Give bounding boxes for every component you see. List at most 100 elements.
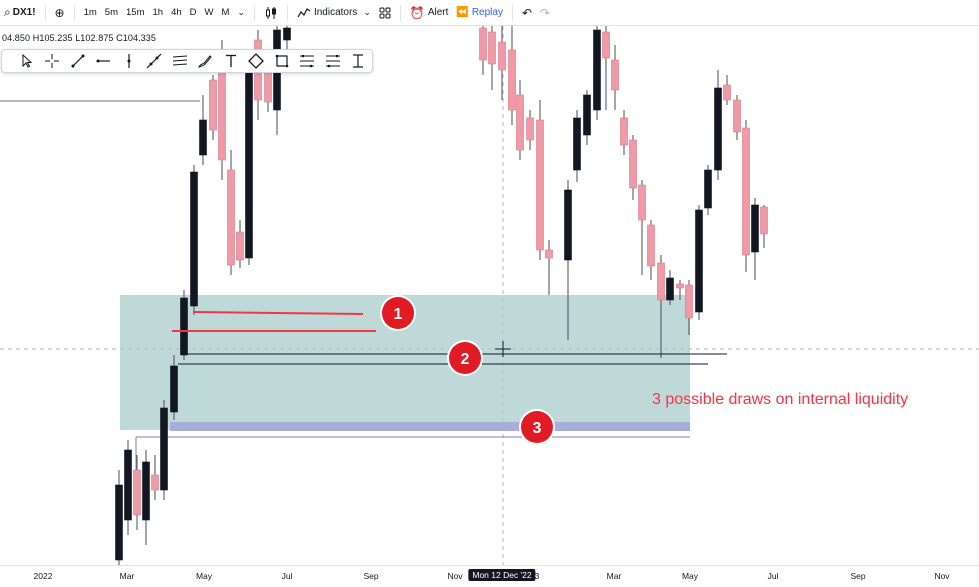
timeframe-w[interactable]: W — [204, 7, 214, 18]
anchor-tool[interactable] — [244, 51, 270, 71]
undo-icon[interactable]: ↶ — [521, 5, 533, 20]
marker-1[interactable]: 1 — [380, 295, 416, 331]
candle — [498, 26, 506, 100]
candle — [704, 165, 712, 215]
fib-extension-tool[interactable] — [320, 51, 346, 71]
brush-icon — [198, 55, 212, 68]
brush-tool[interactable] — [193, 51, 219, 71]
crosshair-tool[interactable] — [40, 51, 66, 71]
candle — [602, 26, 610, 110]
replay-label: Replay — [471, 7, 503, 18]
price-range-tool[interactable] — [346, 51, 372, 71]
candle-body — [170, 365, 178, 413]
replay-button[interactable]: ⏪ Replay — [452, 0, 507, 26]
candle — [638, 180, 646, 275]
liquidity-band[interactable] — [170, 422, 690, 431]
annotation-text[interactable]: 3 possible draws on internal liquidity — [652, 391, 909, 408]
svg-text:2: 2 — [461, 351, 470, 368]
candle — [190, 165, 198, 315]
ohlc-high: H105.235 — [32, 33, 73, 43]
marker-3[interactable]: 3 — [519, 409, 555, 445]
indicators-label: Indicators — [313, 7, 358, 18]
marker-2[interactable]: 2 — [447, 340, 483, 376]
trend-line-tool[interactable] — [65, 51, 91, 71]
cursor-tool[interactable] — [14, 51, 40, 71]
candle — [583, 90, 591, 145]
time-axis[interactable]: 2022 Mar May Jul Sep Nov Mon 12 Dec '22 … — [0, 565, 979, 587]
candle-body — [536, 119, 544, 251]
candle-body — [488, 31, 496, 65]
candle-body — [479, 27, 487, 61]
price-chart[interactable]: 1 2 3 — [0, 26, 979, 565]
fib-extension-icon — [325, 54, 340, 68]
candle — [236, 220, 244, 268]
candle-body — [516, 94, 524, 151]
fib-retracement-icon — [300, 54, 315, 68]
drawing-toolbar — [1, 49, 373, 73]
grid-icon — [379, 7, 391, 18]
candle-body — [545, 249, 553, 259]
candle — [647, 220, 655, 280]
indicators-icon — [297, 7, 311, 17]
timeframe-5m[interactable]: 5m — [104, 7, 118, 18]
candle-body — [124, 449, 132, 521]
candle-body — [115, 484, 123, 561]
candle — [488, 26, 496, 90]
layouts-button[interactable] — [375, 0, 395, 26]
text-tool[interactable] — [218, 51, 244, 71]
axis-label-jul: Jul — [281, 571, 293, 581]
compare-button[interactable]: ⊕ — [51, 0, 69, 26]
candle-body — [714, 87, 722, 171]
candle-body — [638, 184, 646, 221]
candle — [254, 30, 262, 120]
timeframe-15m[interactable]: 15m — [126, 7, 145, 18]
horizontal-ray-tool[interactable] — [91, 51, 117, 71]
symbol-label: DX1! — [12, 7, 36, 18]
extended-line-tool[interactable] — [142, 51, 168, 71]
ohlc-open: 04.850 — [2, 33, 31, 43]
candle — [245, 60, 253, 265]
candle — [151, 455, 159, 500]
axis-label-mar-2: Mar — [606, 571, 622, 581]
fib-retracement-tool[interactable] — [295, 51, 321, 71]
alert-button[interactable]: ⏰ Alert — [406, 0, 453, 26]
candle — [508, 26, 516, 125]
candle-body — [611, 59, 619, 91]
timeframe-1h[interactable]: 1h — [152, 7, 164, 18]
candle — [657, 255, 665, 358]
vertical-line-tool[interactable] — [116, 51, 142, 71]
parallel-channel-tool[interactable] — [167, 51, 193, 71]
candle-body — [245, 69, 253, 259]
candle-body — [629, 139, 637, 189]
crosshair-icon — [45, 54, 60, 68]
timeframe-4h[interactable]: 4h — [171, 7, 182, 18]
redo-icon[interactable]: ↷ — [540, 5, 551, 20]
axis-label-mar: Mar — [119, 571, 135, 581]
cursor-icon — [22, 53, 33, 68]
timeframe-d[interactable]: D — [189, 7, 197, 18]
symbol-search[interactable]: ⌕ DX1! — [0, 0, 40, 26]
axis-label-sep: Sep — [363, 571, 379, 581]
search-icon: ⌕ — [4, 5, 11, 19]
candle-body — [751, 204, 759, 253]
candle-body — [498, 41, 506, 71]
timeframe-1m[interactable]: 1m — [83, 7, 97, 18]
chart-type-button[interactable] — [260, 0, 282, 26]
candle-body — [723, 84, 731, 101]
red-line-upper[interactable] — [192, 311, 364, 315]
candle — [751, 198, 759, 280]
indicators-button[interactable]: Indicators ⌄ — [293, 0, 375, 26]
timeframe-m[interactable]: M — [221, 7, 230, 18]
candle-body — [199, 119, 207, 156]
candle — [227, 150, 235, 275]
chevron-down-icon[interactable]: ⌄ — [237, 7, 245, 18]
crosshair-date-badge: Mon 12 Dec '22 — [468, 569, 536, 581]
axis-label-may: May — [195, 571, 213, 581]
candle-body — [160, 407, 168, 491]
candle — [611, 45, 619, 110]
candle — [273, 26, 281, 135]
candle-body — [283, 27, 291, 41]
rectangle-tool[interactable] — [269, 51, 295, 71]
candle-body — [151, 474, 159, 491]
candle — [170, 355, 178, 420]
